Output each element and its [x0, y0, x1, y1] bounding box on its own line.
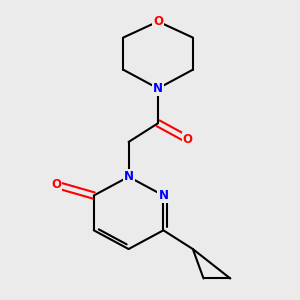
Text: N: N: [124, 170, 134, 183]
Text: O: O: [51, 178, 61, 191]
Text: N: N: [153, 82, 163, 95]
Text: O: O: [153, 15, 163, 28]
Text: N: N: [158, 189, 168, 202]
Text: O: O: [182, 133, 193, 146]
